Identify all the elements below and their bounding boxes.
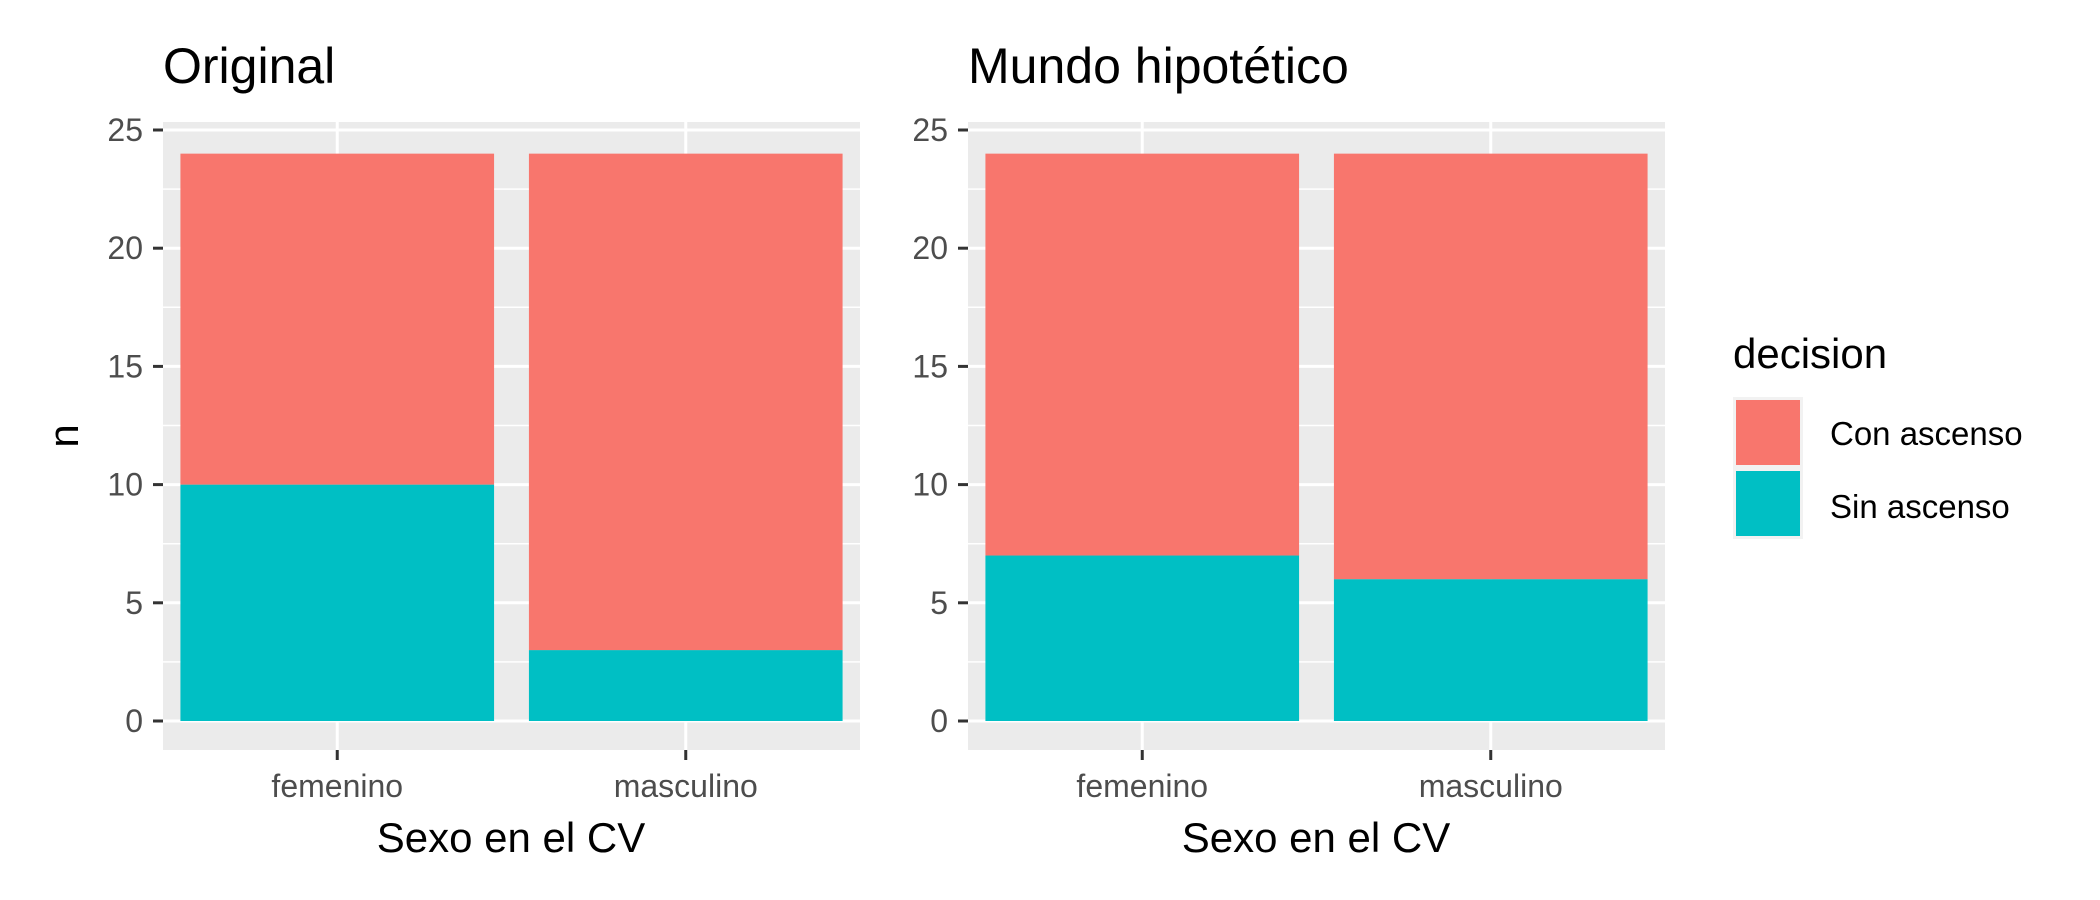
legend-title: decision — [1733, 330, 1887, 377]
y-tick-label: 20 — [107, 230, 143, 266]
panel-original: Original 0 5 10 15 20 25 femenino masculino Se… — [40, 38, 860, 861]
x-tick-label: masculino — [614, 768, 758, 804]
y-tick-label: 5 — [930, 585, 948, 621]
x-axis: femenino masculino — [1076, 750, 1563, 804]
y-tick-label: 20 — [912, 230, 948, 266]
x-axis-title: Sexo en el CV — [1182, 814, 1451, 861]
bar-femenino-con-ascenso — [985, 153, 1300, 556]
y-tick-label: 10 — [107, 467, 143, 503]
y-tick-label: 25 — [107, 112, 143, 148]
bars — [985, 153, 1648, 721]
legend: decision Con ascenso Sin ascenso — [1733, 330, 2023, 539]
y-tick-label: 15 — [912, 348, 948, 384]
y-tick-label: 15 — [107, 348, 143, 384]
y-tick-label: 0 — [125, 703, 143, 739]
x-tick-label: femenino — [271, 768, 403, 804]
legend-label-sin-ascenso: Sin ascenso — [1830, 488, 2010, 525]
x-axis: femenino masculino — [271, 750, 758, 804]
x-tick-label: masculino — [1419, 768, 1563, 804]
bars — [180, 153, 843, 721]
y-tick-label: 0 — [930, 703, 948, 739]
y-tick-label: 5 — [125, 585, 143, 621]
x-axis-title: Sexo en el CV — [377, 814, 646, 861]
bar-femenino-con-ascenso — [180, 153, 495, 485]
y-axis: 0 5 10 15 20 25 — [107, 112, 163, 739]
y-axis-title: n — [40, 424, 87, 447]
bar-masculino-con-ascenso — [1333, 153, 1648, 580]
y-axis: 0 5 10 15 20 25 — [912, 112, 968, 739]
bar-femenino-sin-ascenso — [985, 555, 1300, 721]
legend-swatch-con-ascenso — [1736, 400, 1800, 465]
bar-femenino-sin-ascenso — [180, 484, 495, 721]
bar-masculino-con-ascenso — [528, 153, 843, 651]
y-tick-label: 25 — [912, 112, 948, 148]
legend-label-con-ascenso: Con ascenso — [1830, 415, 2023, 452]
y-tick-label: 10 — [912, 467, 948, 503]
bar-masculino-sin-ascenso — [528, 650, 843, 721]
legend-swatch-sin-ascenso — [1736, 471, 1800, 536]
panel-title: Mundo hipotético — [968, 38, 1349, 94]
bar-masculino-sin-ascenso — [1333, 579, 1648, 721]
panel-mundo-hipotetico: Mundo hipotético 0 5 10 15 20 25 femenino masc… — [912, 38, 1665, 861]
x-tick-label: femenino — [1076, 768, 1208, 804]
panel-title: Original — [163, 38, 335, 94]
